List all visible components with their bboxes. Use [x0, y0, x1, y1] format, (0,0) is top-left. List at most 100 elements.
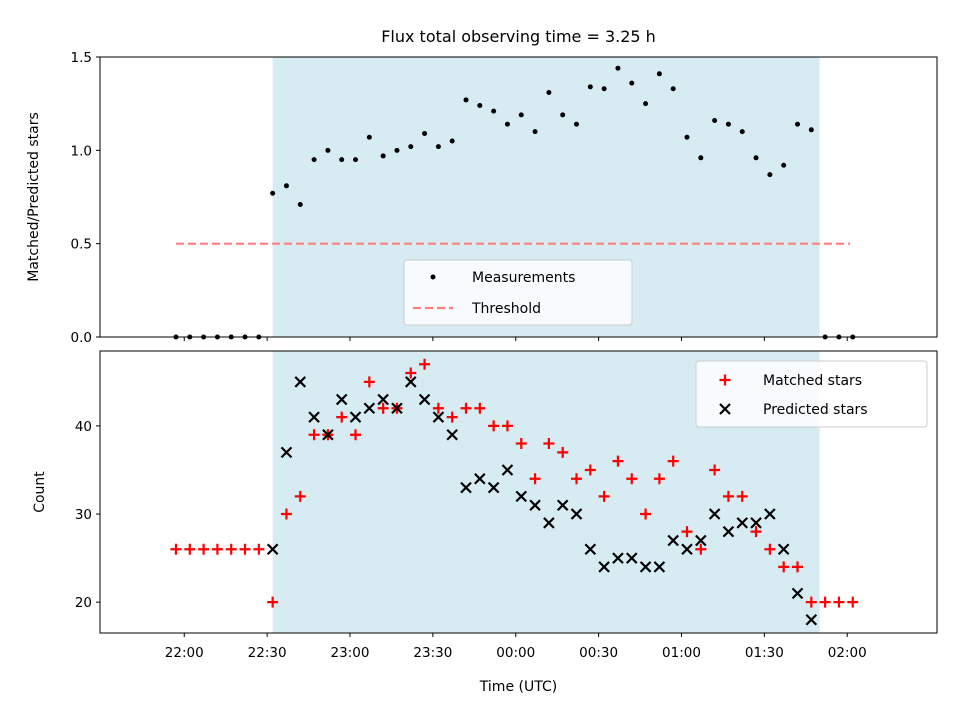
- measurement-point: [449, 138, 455, 144]
- predicted-star-point: [667, 534, 679, 547]
- top-legend: Measurements Threshold: [403, 259, 633, 326]
- measurement-point: [587, 84, 593, 90]
- legend-marker-measurements: [430, 274, 436, 280]
- legend-box: [695, 360, 928, 428]
- legend-marker-matched: [719, 374, 731, 386]
- matched-star-point: [336, 411, 348, 423]
- x-tick-label: 22:00: [165, 645, 204, 661]
- x-tick-label: 01:30: [745, 645, 784, 661]
- matched-star-point: [225, 543, 237, 555]
- matched-star-point: [653, 473, 665, 485]
- y-tick-label: 0.5: [71, 237, 92, 253]
- measurement-point: [270, 190, 276, 196]
- y-axis-label: Count: [32, 471, 48, 513]
- measurement-point: [574, 121, 580, 127]
- matched-star-point: [432, 402, 444, 414]
- predicted-star-point: [515, 490, 528, 503]
- predicted-star-point: [653, 561, 666, 573]
- predicted-star-point: [404, 376, 417, 388]
- predicted-star-point: [598, 561, 610, 573]
- legend-box: [403, 259, 633, 326]
- measurement-point: [808, 127, 814, 133]
- predicted-star-point: [791, 587, 804, 600]
- measurement-point: [712, 117, 718, 123]
- x-tick-label: 22:30: [248, 645, 287, 661]
- matched-star-point: [419, 358, 431, 370]
- measurement-point: [725, 121, 731, 127]
- measurement-point: [739, 129, 745, 135]
- matched-star-point: [598, 490, 610, 502]
- predicted-star-point: [280, 446, 293, 459]
- predicted-star-point: [487, 481, 500, 494]
- y-tick-label: 1.5: [71, 50, 92, 66]
- measurement-point: [684, 134, 690, 140]
- measurement-point: [629, 80, 635, 86]
- predicted-star-point: [322, 428, 334, 441]
- measurement-point: [491, 108, 497, 114]
- predicted-star-point: [266, 543, 279, 556]
- y-tick-label: 40: [75, 419, 92, 435]
- predicted-star-point: [584, 543, 597, 556]
- matched-star-point: [170, 543, 182, 555]
- matched-star-point: [833, 596, 845, 608]
- matched-star-point: [308, 429, 320, 441]
- matched-star-point: [847, 596, 859, 608]
- legend-label-threshold: Threshold: [471, 301, 541, 317]
- predicted-star-point: [294, 376, 307, 388]
- predicted-star-point: [335, 393, 348, 406]
- matched-star-point: [764, 543, 776, 555]
- matched-star-point: [805, 596, 817, 608]
- measurement-point: [394, 147, 400, 153]
- matched-star-point: [529, 473, 541, 485]
- measurement-point: [615, 65, 621, 71]
- predicted-star-point: [625, 552, 638, 564]
- matched-star-point: [667, 455, 679, 467]
- matched-star-point: [640, 508, 652, 520]
- top-axes-frame: [99, 56, 938, 338]
- matched-star-point: [515, 438, 527, 450]
- predicted-star-point: [529, 499, 541, 511]
- bottom-legend: Matched stars Predicted stars: [695, 360, 928, 428]
- x-tick-label: 02:00: [828, 645, 867, 661]
- bottom-panel: 20 30 40 22:00 22:30 23:00 23:30 00:00 00:30 01:0…: [32, 350, 938, 695]
- measurement-point: [311, 157, 317, 163]
- measurement-point: [532, 129, 538, 135]
- measurement-point: [463, 97, 469, 103]
- chart-title: Flux total observing time = 3.25 h: [381, 27, 656, 46]
- top-series-dot: [173, 65, 856, 340]
- matched-star-point: [722, 490, 734, 502]
- measurement-point: [643, 101, 649, 107]
- predicted-star-point: [377, 393, 389, 406]
- matched-star-point: [695, 543, 707, 555]
- bottom-series-x: [266, 376, 818, 626]
- measurement-point: [477, 103, 483, 109]
- measurement-point: [698, 155, 704, 161]
- matched-star-point: [819, 596, 831, 608]
- matched-star-point: [211, 543, 223, 555]
- measurement-point: [366, 134, 372, 140]
- matched-star-point: [294, 490, 306, 502]
- legend-marker-predicted: [719, 403, 731, 415]
- measurement-point: [518, 112, 524, 118]
- measurement-point: [380, 153, 386, 159]
- predicted-star-point: [460, 481, 472, 494]
- predicted-star-point: [474, 473, 486, 485]
- matched-star-point: [350, 429, 362, 441]
- measurement-point: [546, 89, 552, 95]
- matched-star-point: [405, 367, 417, 379]
- predicted-star-point: [501, 464, 514, 476]
- predicted-star-point: [349, 411, 362, 423]
- matched-star-point: [239, 543, 251, 555]
- predicted-star-point: [764, 508, 776, 520]
- measurement-point: [767, 172, 773, 178]
- predicted-star-point: [363, 402, 376, 415]
- measurement-point: [408, 144, 414, 150]
- predicted-star-point: [556, 499, 569, 511]
- measurement-point: [297, 201, 303, 207]
- measurement-point: [504, 121, 510, 127]
- x-axis-label: Time (UTC): [479, 679, 557, 695]
- y-tick-label: 1.0: [71, 143, 92, 159]
- predicted-star-point: [708, 508, 721, 520]
- predicted-star-point: [681, 543, 693, 556]
- x-tick-label: 00:30: [579, 645, 618, 661]
